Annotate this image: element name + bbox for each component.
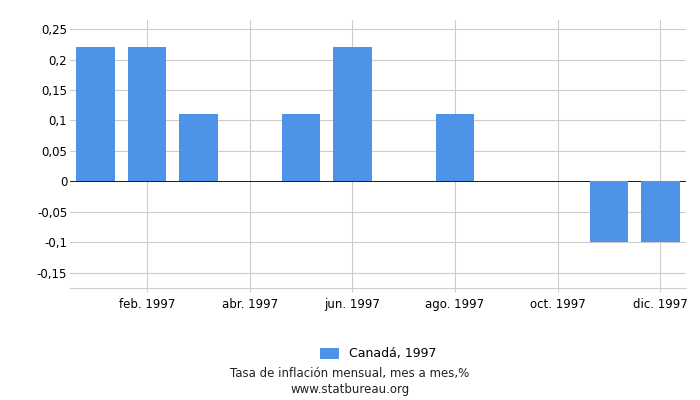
Bar <box>589 182 629 242</box>
Text: Tasa de inflación mensual, mes a mes,%: Tasa de inflación mensual, mes a mes,% <box>230 368 470 380</box>
Bar <box>333 48 372 182</box>
Bar <box>435 114 474 182</box>
Bar <box>641 182 680 242</box>
Bar <box>281 114 321 182</box>
Bar <box>127 48 167 182</box>
Legend: Canadá, 1997: Canadá, 1997 <box>315 342 441 366</box>
Text: www.statbureau.org: www.statbureau.org <box>290 384 410 396</box>
Bar <box>76 48 115 182</box>
Bar <box>179 114 218 182</box>
